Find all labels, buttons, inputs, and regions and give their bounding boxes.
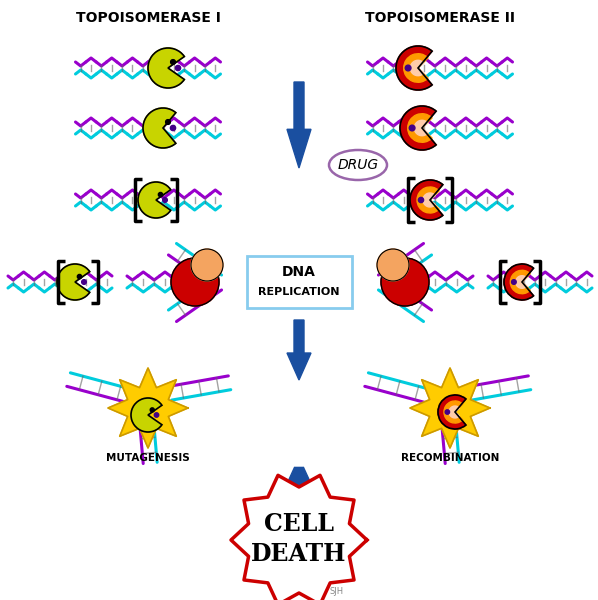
Circle shape xyxy=(166,119,170,124)
Circle shape xyxy=(377,249,409,281)
Circle shape xyxy=(171,258,219,306)
Wedge shape xyxy=(138,182,171,218)
Circle shape xyxy=(419,197,423,203)
Wedge shape xyxy=(449,406,459,418)
Circle shape xyxy=(405,65,411,71)
Wedge shape xyxy=(143,108,176,148)
Wedge shape xyxy=(417,187,439,213)
Circle shape xyxy=(82,280,86,284)
Text: TOPOISOMERASE II: TOPOISOMERASE II xyxy=(365,11,515,25)
Circle shape xyxy=(445,410,450,414)
Wedge shape xyxy=(423,193,435,207)
Circle shape xyxy=(154,413,158,417)
Circle shape xyxy=(170,59,175,64)
Circle shape xyxy=(381,258,429,306)
Wedge shape xyxy=(131,398,162,432)
Bar xyxy=(246,256,352,308)
Text: REPLICATION: REPLICATION xyxy=(258,287,340,297)
Wedge shape xyxy=(400,106,436,150)
Text: SJH: SJH xyxy=(330,587,344,596)
Wedge shape xyxy=(148,48,184,88)
Wedge shape xyxy=(408,114,432,142)
Circle shape xyxy=(191,249,223,281)
Polygon shape xyxy=(108,368,188,448)
Circle shape xyxy=(77,274,82,279)
Wedge shape xyxy=(510,271,530,293)
Circle shape xyxy=(511,280,516,284)
Circle shape xyxy=(150,408,154,412)
Ellipse shape xyxy=(329,150,387,180)
Circle shape xyxy=(175,65,181,71)
Wedge shape xyxy=(410,180,443,220)
Wedge shape xyxy=(414,121,428,136)
Circle shape xyxy=(409,125,415,131)
Polygon shape xyxy=(231,475,367,600)
Text: MUTAGENESIS: MUTAGENESIS xyxy=(106,453,190,463)
Wedge shape xyxy=(396,46,432,90)
Wedge shape xyxy=(57,264,90,300)
Polygon shape xyxy=(410,368,490,448)
Wedge shape xyxy=(410,61,424,76)
Circle shape xyxy=(163,197,167,202)
Polygon shape xyxy=(287,82,311,168)
Text: TOPOISOMERASE I: TOPOISOMERASE I xyxy=(75,11,221,25)
Wedge shape xyxy=(404,54,428,82)
Polygon shape xyxy=(287,320,311,380)
Text: DRUG: DRUG xyxy=(337,158,379,172)
Circle shape xyxy=(170,125,176,131)
Polygon shape xyxy=(289,467,309,487)
Text: CELL: CELL xyxy=(264,512,334,536)
Wedge shape xyxy=(438,395,466,429)
Text: DEATH: DEATH xyxy=(251,542,347,566)
Wedge shape xyxy=(515,276,527,288)
Wedge shape xyxy=(504,264,533,300)
Text: DNA: DNA xyxy=(282,265,316,279)
Wedge shape xyxy=(444,401,463,423)
Text: RECOMBINATION: RECOMBINATION xyxy=(401,453,499,463)
Circle shape xyxy=(158,193,163,197)
